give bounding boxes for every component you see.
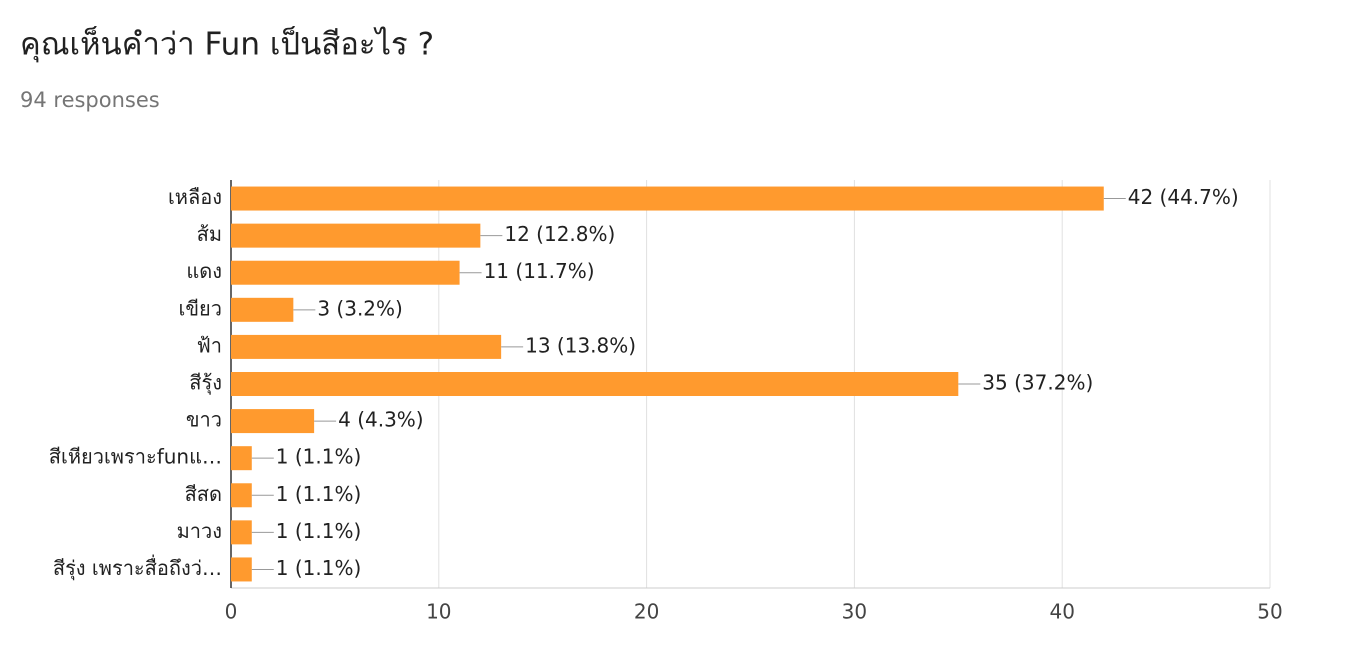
value-label: 11 (11.7%) xyxy=(484,259,595,283)
bar xyxy=(231,372,959,396)
x-tick-label: 30 xyxy=(842,600,867,624)
value-label: 35 (37.2%) xyxy=(982,371,1093,395)
y-tick-label: ฟ้า xyxy=(197,333,222,357)
x-tick-label: 40 xyxy=(1049,600,1074,624)
bar xyxy=(231,334,502,359)
bar xyxy=(231,186,1104,211)
value-label: 1 (1.1%) xyxy=(276,556,362,580)
chart-subtitle: 94 responses xyxy=(20,88,160,112)
y-tick-label: เขียว xyxy=(179,296,222,320)
x-tick-label: 10 xyxy=(426,600,451,624)
bar xyxy=(231,409,315,434)
value-label: 13 (13.8%) xyxy=(525,333,636,357)
value-label: 42 (44.7%) xyxy=(1128,185,1239,209)
y-tick-label: ส้ม xyxy=(197,222,222,246)
value-label: 1 (1.1%) xyxy=(276,482,362,506)
value-label: 12 (12.8%) xyxy=(504,222,615,246)
value-label: 1 (1.1%) xyxy=(276,445,362,469)
value-label: 4 (4.3%) xyxy=(338,408,424,432)
bar xyxy=(231,297,294,322)
y-tick-label: สีรุ้ง xyxy=(189,371,222,396)
y-tick-label: สีสด xyxy=(185,482,222,506)
x-tick-label: 50 xyxy=(1257,600,1282,624)
bar xyxy=(231,223,481,248)
bar xyxy=(231,483,252,508)
y-tick-label: สีรุ่ง เพราะสื่อถึงว่… xyxy=(53,554,222,581)
y-tick-label: แดง xyxy=(186,259,222,283)
value-label: 3 (3.2%) xyxy=(317,296,403,320)
y-tick-label: เหลือง xyxy=(168,185,222,209)
y-tick-label: สีเหียวเพราะfunแ… xyxy=(49,445,222,469)
bar xyxy=(231,260,460,285)
bar xyxy=(231,557,252,582)
value-label: 1 (1.1%) xyxy=(276,519,362,543)
bar xyxy=(231,446,252,471)
x-tick-label: 20 xyxy=(634,600,659,624)
y-tick-label: มาวง xyxy=(177,519,222,543)
y-tick-label: ขาว xyxy=(186,408,222,432)
chart-title: คุณเห็นคำว่า Fun เป็นสีอะไร ? xyxy=(20,26,434,64)
x-tick-label: 0 xyxy=(225,600,238,624)
bar xyxy=(231,520,252,545)
